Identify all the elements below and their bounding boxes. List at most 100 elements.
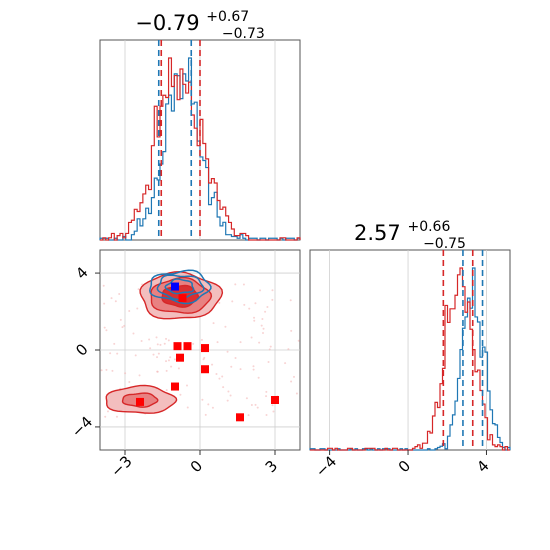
sample-dot xyxy=(200,338,203,341)
top-left-title-sup: +0.67 xyxy=(206,9,249,25)
sample-dot xyxy=(165,389,168,392)
sample-dot xyxy=(100,369,103,372)
panel-top-left: −0.79 +0.67 −0.73 xyxy=(99,2,301,241)
sample-dot xyxy=(177,367,180,370)
panel-bottom-left: −3 0 3 4 0 −4 xyxy=(68,249,301,481)
sample-dot xyxy=(149,347,152,350)
sample-dot xyxy=(224,325,227,328)
sample-dot xyxy=(222,386,225,389)
x-tick-label: −4 xyxy=(312,452,340,480)
sample-dot xyxy=(216,341,219,344)
sample-dot xyxy=(116,352,119,355)
sample-dot xyxy=(165,369,168,372)
bottom-right-grid xyxy=(329,250,487,450)
sample-dot xyxy=(123,324,126,327)
sample-dot xyxy=(271,404,274,407)
sample-dot xyxy=(113,342,116,345)
bottom-right-x-ticks: −4 0 4 xyxy=(312,450,493,481)
sample-dot xyxy=(292,375,295,378)
sample-dot xyxy=(226,350,229,353)
sample-dot xyxy=(289,299,292,302)
sample-dot xyxy=(248,307,251,310)
sample-dot xyxy=(268,348,271,351)
sample-dot xyxy=(287,348,290,351)
sample-dot xyxy=(102,284,105,287)
blue-contour xyxy=(164,278,195,295)
sample-dot xyxy=(257,376,260,379)
sample-dot xyxy=(259,289,262,292)
sample-dot xyxy=(242,283,245,286)
bottom-left-x-ticks: −3 0 3 xyxy=(107,450,281,481)
sample-dot xyxy=(297,339,300,342)
red-marker xyxy=(201,365,209,374)
sample-dot xyxy=(118,292,121,295)
bottom-right-title-sup: +0.66 xyxy=(407,219,450,235)
sample-dot xyxy=(253,316,256,319)
sample-dot xyxy=(254,403,257,406)
sample-dot xyxy=(134,354,137,357)
red-marker xyxy=(171,382,179,391)
bottom-left-y-ticks: 4 0 −4 xyxy=(68,263,100,441)
blue-contour xyxy=(149,269,212,305)
sample-dot xyxy=(119,318,122,321)
sample-dot xyxy=(234,357,237,360)
top-left-title-sub: −0.73 xyxy=(222,26,265,42)
sample-dot xyxy=(115,415,118,418)
sample-dot xyxy=(290,329,293,332)
sample-dot xyxy=(138,374,141,377)
sample-dot xyxy=(264,310,267,313)
bottom-right-hist-series-1 xyxy=(310,267,510,451)
sample-dot xyxy=(165,360,168,363)
bottom-right-title: 2.57 +0.66 −0.75 xyxy=(354,212,466,252)
sample-dot xyxy=(243,303,246,306)
sample-dot xyxy=(265,395,268,398)
x-tick-label: 3 xyxy=(262,457,281,476)
bottom-right-title-value: 2.57 xyxy=(354,221,401,245)
sample-dot xyxy=(110,297,113,300)
red-marker xyxy=(201,344,209,353)
sample-dot xyxy=(290,380,293,383)
panel-bottom-right-frame xyxy=(309,249,511,451)
sample-dot xyxy=(262,327,265,330)
sample-dot xyxy=(250,336,253,339)
x-tick-label: 0 xyxy=(395,457,414,476)
sample-dot xyxy=(234,283,237,286)
red-marker xyxy=(173,342,182,351)
sample-dot xyxy=(252,368,255,371)
sample-dot xyxy=(265,414,268,417)
top-left-hist-series-1 xyxy=(100,57,301,241)
sample-dot xyxy=(156,370,159,373)
sample-dot xyxy=(103,326,106,329)
top-left-hist-series-0 xyxy=(99,57,301,241)
sample-dot xyxy=(105,329,108,332)
x-tick-label: 0 xyxy=(187,457,206,476)
bottom-left-markers xyxy=(136,282,279,422)
sample-dot xyxy=(245,397,248,400)
sample-dot xyxy=(204,413,207,416)
sample-dot xyxy=(252,365,255,368)
sample-dot xyxy=(157,352,160,355)
sample-dot xyxy=(262,332,265,335)
sample-dot xyxy=(165,337,168,340)
red-marker xyxy=(176,353,184,362)
sample-dot xyxy=(140,339,143,342)
sample-dot xyxy=(201,398,204,401)
sample-dot xyxy=(256,406,259,409)
sample-dot xyxy=(155,336,158,339)
top-left-title: −0.79 +0.67 −0.73 xyxy=(135,2,265,42)
sample-dot xyxy=(258,341,261,344)
sample-dot xyxy=(192,342,195,345)
blue-contour xyxy=(156,274,205,301)
sample-dot xyxy=(128,310,131,313)
sample-dot xyxy=(137,288,140,291)
sample-dot xyxy=(179,393,182,396)
sample-dot xyxy=(128,380,131,383)
sample-dot xyxy=(186,406,189,409)
sample-dot xyxy=(173,358,176,361)
sample-dot xyxy=(227,390,230,393)
x-tick-label: −3 xyxy=(107,452,135,480)
sample-dot xyxy=(104,415,107,418)
sample-dot xyxy=(156,343,159,346)
sample-dot xyxy=(106,410,109,413)
x-tick-label: 4 xyxy=(473,457,492,476)
